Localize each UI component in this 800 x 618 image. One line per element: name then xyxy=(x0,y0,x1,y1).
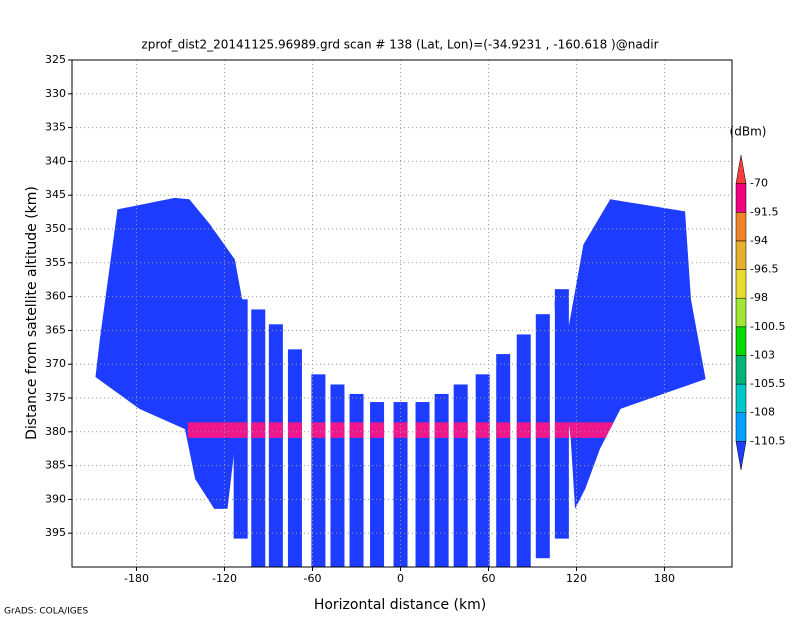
y-tick-label: 385 xyxy=(45,459,66,472)
colorbar-label: -94 xyxy=(750,234,768,247)
swath-stripe xyxy=(453,384,468,567)
x-tick-label: 180 xyxy=(654,572,675,585)
swath-wing xyxy=(95,197,243,509)
x-tick-label: -120 xyxy=(212,572,237,585)
y-tick-label: 370 xyxy=(45,357,66,370)
swath-stripe xyxy=(330,384,345,567)
y-tick-label: 390 xyxy=(45,492,66,505)
swath-stripe xyxy=(251,309,266,567)
colorbar-unit: (dBm) xyxy=(730,125,767,139)
swath-stripe xyxy=(434,393,449,567)
y-tick-label: 380 xyxy=(45,425,66,438)
colorbar-label: -100.5 xyxy=(750,320,785,333)
x-tick-label: -60 xyxy=(304,572,322,585)
colorbar-bin xyxy=(735,355,747,385)
y-tick-label: 335 xyxy=(45,121,66,134)
colorbar-bin xyxy=(735,269,747,299)
y-tick-label: 355 xyxy=(45,256,66,269)
colorbar-bin xyxy=(735,154,747,184)
colorbar-bin xyxy=(735,441,747,471)
colorbar-label: -70 xyxy=(750,177,768,190)
swath-wing xyxy=(554,199,706,509)
y-tick-label: 345 xyxy=(45,188,66,201)
colorbar-bin xyxy=(735,297,747,328)
swath-stripe xyxy=(496,354,511,567)
surface-echo xyxy=(187,422,614,438)
x-axis-label: Horizontal distance (km) xyxy=(314,597,486,613)
y-axis-label: Distance from satellite altitude (km) xyxy=(24,186,40,440)
swath-stripe xyxy=(415,402,430,567)
chart-title: zprof_dist2_20141125.96989.grd scan # 13… xyxy=(141,38,658,52)
swath-stripe xyxy=(370,402,385,567)
x-tick-label: 60 xyxy=(482,572,496,585)
swath-stripe xyxy=(516,334,531,567)
colorbar-label: -98 xyxy=(750,291,768,304)
colorbar-label: -110.5 xyxy=(750,434,785,447)
colorbar-bin xyxy=(735,212,747,242)
swath-stripe xyxy=(311,374,326,567)
swath-stripe xyxy=(475,374,490,567)
colorbar-label: -103 xyxy=(750,348,775,361)
swath-stripe xyxy=(349,393,364,567)
colorbar-bin xyxy=(735,326,747,356)
colorbar-label: -105.5 xyxy=(750,377,785,390)
y-tick-label: 340 xyxy=(45,154,66,167)
colorbar-label: -108 xyxy=(750,406,775,419)
swath-stripe xyxy=(268,324,283,567)
colorbar-label: -96.5 xyxy=(750,263,778,276)
y-tick-label: 375 xyxy=(45,391,66,404)
y-tick-label: 365 xyxy=(45,323,66,336)
y-tick-label: 395 xyxy=(45,526,66,539)
colorbar-bin xyxy=(735,183,747,213)
y-tick-label: 360 xyxy=(45,290,66,303)
y-tick-label: 330 xyxy=(45,87,66,100)
y-tick-label: 325 xyxy=(45,53,66,66)
footer: GrADS: COLA/IGES xyxy=(4,607,88,617)
swath-stripe xyxy=(233,299,248,539)
colorbar-bin xyxy=(735,383,747,413)
colorbar-bin xyxy=(735,240,747,270)
swath-stripe xyxy=(554,289,569,539)
y-tick-label: 350 xyxy=(45,222,66,235)
x-tick-label: 120 xyxy=(566,572,587,585)
colorbar-label: -91.5 xyxy=(750,205,778,218)
x-tick-label: -180 xyxy=(124,572,149,585)
x-tick-label: 0 xyxy=(397,572,404,585)
swath-layer xyxy=(95,197,706,567)
plot-frame xyxy=(71,59,733,568)
swath-stripe xyxy=(287,349,302,567)
colorbar-bin xyxy=(735,412,747,442)
